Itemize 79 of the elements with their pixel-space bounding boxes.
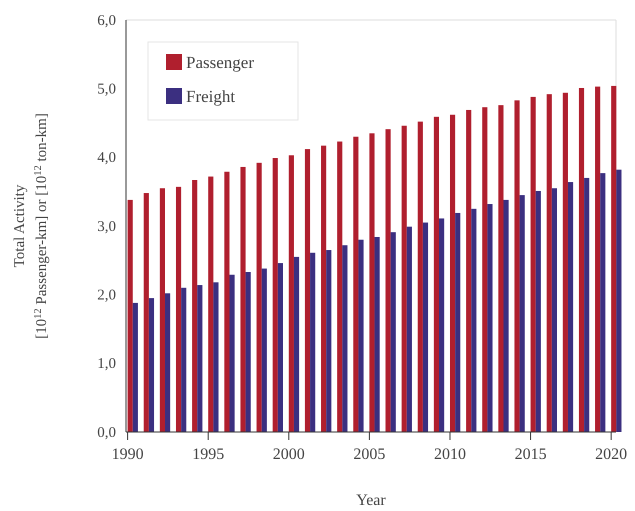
bar: [337, 142, 342, 432]
bar: [455, 212, 460, 432]
y-tick-label: 5,0: [97, 81, 116, 98]
bar: [288, 155, 294, 432]
bar: [246, 272, 251, 432]
bar: [374, 236, 380, 432]
bar: [418, 122, 423, 432]
legend-label: Passenger: [186, 53, 254, 72]
bar: [536, 190, 541, 432]
bar: [520, 195, 525, 432]
bar: [240, 166, 246, 432]
bar: [278, 263, 283, 432]
y-tick-label: 6,0: [97, 12, 116, 29]
y-tick-label: 0,0: [97, 424, 116, 441]
bar: [321, 146, 326, 432]
bar: [208, 176, 214, 432]
bar: [578, 88, 584, 432]
y-tick-label: 3,0: [97, 218, 116, 235]
bar: [369, 133, 375, 432]
bar: [552, 188, 558, 432]
legend-label: Freight: [186, 87, 236, 106]
bar: [294, 256, 300, 432]
bar: [595, 86, 600, 432]
bar: [197, 285, 202, 432]
bar: [568, 182, 574, 432]
x-tick-label: 2000: [272, 446, 305, 463]
bar: [600, 173, 606, 432]
bar: [326, 250, 332, 432]
bar: [546, 94, 552, 432]
x-tick-label: 2005: [353, 446, 386, 463]
bar: [530, 96, 536, 432]
bar: [224, 172, 230, 432]
bar: [256, 162, 262, 432]
bar: [562, 92, 568, 432]
x-axis-title: Year: [356, 492, 386, 509]
x-tick-label: 1990: [112, 446, 144, 463]
bar: [144, 193, 149, 432]
bar: [176, 186, 182, 432]
bar: [611, 86, 616, 432]
bar: [390, 232, 396, 432]
bar: [132, 302, 138, 432]
bar: [304, 149, 310, 432]
bar: [514, 100, 520, 432]
x-tick-label: 2010: [434, 446, 466, 463]
x-tick-label: 2015: [514, 446, 547, 463]
bar: [450, 114, 456, 432]
bar: [165, 293, 170, 432]
y-tick-label: 2,0: [97, 287, 116, 304]
bar: [272, 158, 278, 432]
bar: [229, 274, 235, 432]
bar: [434, 116, 440, 432]
x-tick-label: 2020: [595, 446, 628, 463]
bar: [498, 105, 504, 432]
bar: [128, 200, 133, 432]
bar: [439, 218, 444, 432]
bar: [422, 222, 428, 432]
bar: [192, 180, 198, 432]
bar: [386, 129, 391, 432]
bar: [406, 226, 412, 432]
bar: [181, 288, 186, 432]
bar: [342, 245, 348, 432]
y-tick-label: 4,0: [97, 150, 116, 166]
bar: [402, 126, 407, 432]
bar: [584, 178, 590, 432]
bar: [358, 240, 364, 432]
bar: [160, 188, 166, 432]
bar: [482, 107, 488, 432]
bar: [213, 282, 219, 432]
bar: [262, 268, 267, 432]
bar: [487, 204, 493, 432]
bar: [148, 298, 154, 432]
bar: [353, 136, 358, 432]
bar: [466, 110, 472, 432]
y-tick-label: 1,0: [97, 356, 116, 372]
bar: [310, 252, 316, 432]
bar: [616, 170, 622, 432]
bar: [471, 208, 476, 432]
bar: [503, 200, 509, 432]
x-tick-label: 1995: [192, 446, 224, 463]
